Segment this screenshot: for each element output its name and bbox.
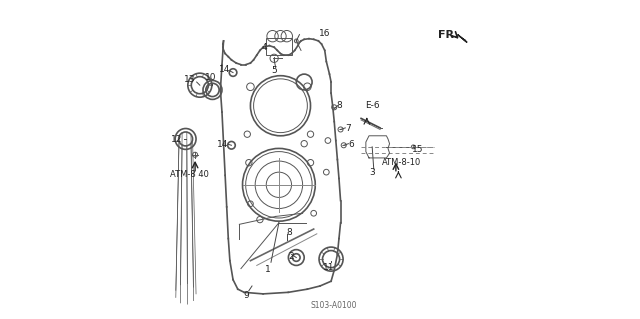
Text: 6: 6 — [348, 140, 354, 149]
Bar — [266, 38, 292, 55]
Text: S103-A0100: S103-A0100 — [310, 301, 357, 310]
Text: 14: 14 — [217, 140, 228, 149]
Text: E-6: E-6 — [365, 101, 380, 110]
Text: 8: 8 — [337, 100, 342, 110]
Text: 8: 8 — [287, 228, 292, 237]
Text: 11: 11 — [323, 263, 334, 272]
Text: 5: 5 — [271, 66, 277, 75]
Text: 2: 2 — [289, 252, 294, 261]
Text: ATM-8 40: ATM-8 40 — [170, 170, 209, 179]
Text: 12: 12 — [172, 135, 183, 144]
Text: 3: 3 — [369, 168, 375, 177]
Text: 10: 10 — [205, 73, 217, 82]
Text: 16: 16 — [319, 29, 330, 38]
Text: ATM-8-10: ATM-8-10 — [382, 158, 421, 167]
Text: 14: 14 — [218, 65, 230, 74]
Text: 13: 13 — [184, 75, 195, 84]
Text: 7: 7 — [345, 124, 351, 133]
Text: FR.: FR. — [438, 30, 458, 40]
Text: 4: 4 — [262, 43, 268, 52]
Text: 15: 15 — [412, 145, 423, 154]
Text: 1: 1 — [265, 265, 271, 274]
Polygon shape — [458, 34, 467, 42]
Text: 9: 9 — [244, 291, 250, 300]
